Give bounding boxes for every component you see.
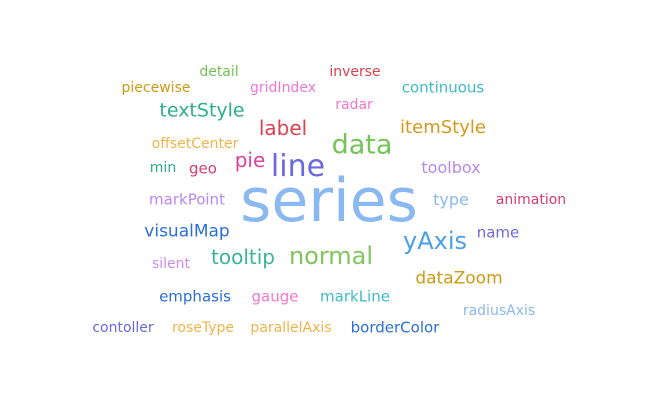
word-gauge: gauge <box>251 287 299 306</box>
word-label: label <box>258 116 308 140</box>
word-textstyle: textStyle <box>159 99 245 122</box>
word-silent: silent <box>151 256 191 272</box>
word-radiusaxis: radiusAxis <box>462 303 536 319</box>
word-normal: normal <box>288 242 374 270</box>
word-yaxis: yAxis <box>403 227 467 255</box>
word-continuous: continuous <box>401 78 485 97</box>
word-series: series <box>240 166 418 236</box>
word-datazoom: dataZoom <box>415 268 503 289</box>
word-inverse: inverse <box>329 64 381 80</box>
word-bordercolor: borderColor <box>350 318 440 337</box>
word-type: type <box>433 190 469 209</box>
word-gridindex: gridIndex <box>250 80 316 96</box>
word-piecewise: piecewise <box>121 80 191 96</box>
word-emphasis: emphasis <box>159 287 231 306</box>
word-line: line <box>270 149 326 184</box>
word-visualmap: visualMap <box>144 221 230 242</box>
word-contoller: contoller <box>92 320 154 336</box>
word-markline: markLine <box>320 287 390 306</box>
word-name: name <box>476 223 520 242</box>
word-tooltip: tooltip <box>211 245 275 269</box>
word-toolbox: toolbox <box>421 158 481 177</box>
word-data: data <box>331 129 393 161</box>
word-pie: pie <box>234 148 266 172</box>
word-itemstyle: itemStyle <box>400 117 486 138</box>
word-markpoint: markPoint <box>149 190 225 209</box>
word-offsetcenter: offsetCenter <box>151 136 239 152</box>
word-geo: geo <box>189 159 217 178</box>
word-min: min <box>149 160 177 176</box>
word-detail: detail <box>199 64 239 80</box>
word-animation: animation <box>495 192 567 208</box>
word-parallelaxis: parallelAxis <box>250 320 332 336</box>
word-radar: radar <box>335 97 373 113</box>
word-rosetype: roseType <box>171 320 235 336</box>
